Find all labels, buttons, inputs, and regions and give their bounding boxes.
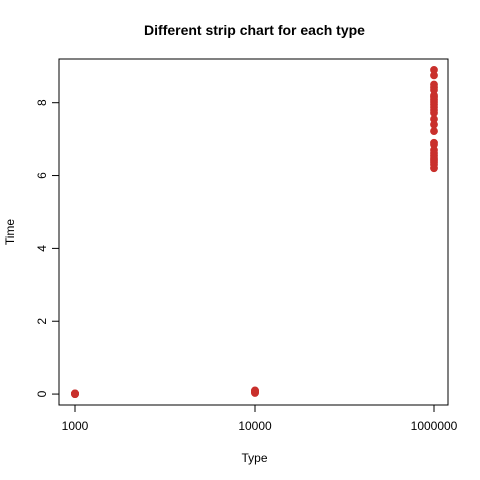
data-point <box>430 120 438 129</box>
data-point <box>430 127 438 136</box>
data-point <box>430 71 438 80</box>
y-axis: 0 2 4 6 8 <box>35 99 59 397</box>
x-axis: 1000 10000 1000000 <box>62 405 458 433</box>
x-axis-label: Type <box>241 451 267 465</box>
chart-title: Different strip chart for each type <box>144 22 365 38</box>
data-point <box>71 390 79 398</box>
data-point <box>430 164 438 173</box>
y-tick-label: 4 <box>35 245 49 252</box>
data-point <box>251 386 259 395</box>
y-axis-label: Time <box>3 219 17 246</box>
plot-area-frame <box>58 58 449 406</box>
y-tick-label: 8 <box>35 99 49 106</box>
x-tick-label: 1000 <box>62 419 89 433</box>
data-points <box>71 66 438 398</box>
y-tick-label: 0 <box>35 390 49 397</box>
x-tick-label: 10000 <box>238 419 272 433</box>
y-tick-label: 6 <box>35 172 49 179</box>
x-tick-label: 1000000 <box>411 419 458 433</box>
y-tick-label: 2 <box>35 318 49 325</box>
